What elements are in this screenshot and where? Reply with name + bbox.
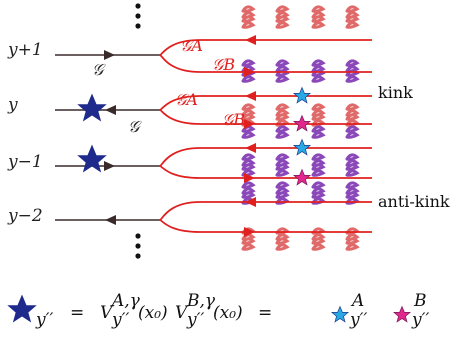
branch-label-gb-second: 𝒢B	[222, 110, 245, 129]
spring-12-1	[275, 237, 289, 251]
loop-arrow-1-1	[244, 119, 255, 129]
loop-3	[159, 201, 372, 233]
navy-star-row-y	[77, 93, 107, 122]
eq-v2-sub: y′′	[186, 310, 204, 330]
vertical-dots-bottom	[135, 233, 141, 259]
wire-arrow-2	[104, 161, 115, 171]
spring-12-2	[311, 237, 325, 251]
branch-label-ga-top: 𝒢A	[180, 36, 203, 55]
spring-8-2	[311, 163, 325, 177]
spring-1-3	[345, 15, 359, 29]
spring-12-0	[241, 237, 255, 251]
magenta-star-anti-kink	[293, 169, 311, 186]
row-wires	[55, 50, 160, 225]
equation-navy-star	[7, 294, 37, 323]
loop-arrow-0-0	[245, 35, 256, 45]
wire-label-g-second: 𝒢	[128, 117, 142, 136]
equation-magenta-star	[393, 306, 411, 323]
spring-6-3	[345, 125, 359, 139]
blue-star-mid	[293, 139, 311, 156]
loop-arrow-2-1	[244, 173, 255, 183]
wire-label-g-top: 𝒢	[92, 60, 106, 79]
eq-a-sup: A	[350, 291, 364, 311]
eq-lhs-sub: y′′	[35, 310, 53, 330]
spring-12-3	[345, 237, 359, 251]
eq-a-sub: y′′	[349, 310, 367, 330]
row-label-y: y	[7, 95, 18, 115]
eq-v2: V	[175, 303, 189, 323]
loop-2	[159, 147, 372, 179]
eq-b-sup: B	[413, 291, 427, 311]
branch-label-ga-second: 𝒢A	[175, 90, 198, 109]
eq-equals-1: =	[70, 303, 84, 323]
kink-label: kink	[378, 83, 413, 102]
loop-stars	[293, 87, 311, 186]
eq-v1-sub: y′′	[111, 310, 129, 330]
row-label-y-minus-1: y−1	[7, 152, 43, 172]
spring-6-2	[311, 125, 325, 139]
spring-8-3	[345, 163, 359, 177]
loop-arrow-1-0	[245, 91, 256, 101]
vertical-dots-top	[135, 3, 141, 29]
eq-b-sub: y′′	[411, 310, 429, 330]
eq-arg1: (x₀)	[138, 303, 168, 323]
loop-arrow-3-1	[244, 227, 255, 237]
spring-1-0	[241, 15, 255, 29]
wire-arrow-3	[105, 215, 116, 225]
anti-kink-label: anti-kink	[378, 192, 450, 211]
loop-arrow-2-0	[245, 143, 256, 153]
wire-arrow-0	[104, 50, 115, 60]
spring-1-2	[311, 15, 325, 29]
spring-1-1	[275, 15, 289, 29]
wire-stars	[77, 93, 107, 173]
red-loops	[159, 35, 372, 237]
equation: y′′ = V A,γ y′′ (x₀) V B,γ y′′ (x₀) = A …	[7, 291, 429, 330]
equation-blue-star	[331, 306, 349, 323]
row-labels: y+1 y y−1 y−2	[7, 40, 43, 226]
navy-star-row-y-minus-1	[77, 144, 107, 173]
row-label-y-plus-1: y+1	[7, 40, 43, 60]
branch-labels: 𝒢A 𝒢B 𝒢A 𝒢B	[175, 36, 245, 129]
blue-star-kink	[293, 87, 311, 104]
eq-v1-sup: A,γ	[110, 291, 141, 311]
eq-v1: V	[100, 303, 114, 323]
wire-arrow-1	[105, 105, 116, 115]
eq-equals-2: =	[258, 303, 272, 323]
eq-arg2: (x₀)	[213, 303, 243, 323]
eq-v2-sup: B,γ	[186, 291, 216, 311]
loop-arrow-3-0	[245, 197, 256, 207]
magenta-star-kink	[293, 115, 311, 132]
branch-label-gb-top: 𝒢B	[212, 55, 235, 74]
row-label-y-minus-2: y−2	[7, 206, 43, 226]
spring-6-1	[275, 125, 289, 139]
spring-8-1	[275, 163, 289, 177]
loop-arrow-0-1	[244, 67, 255, 77]
